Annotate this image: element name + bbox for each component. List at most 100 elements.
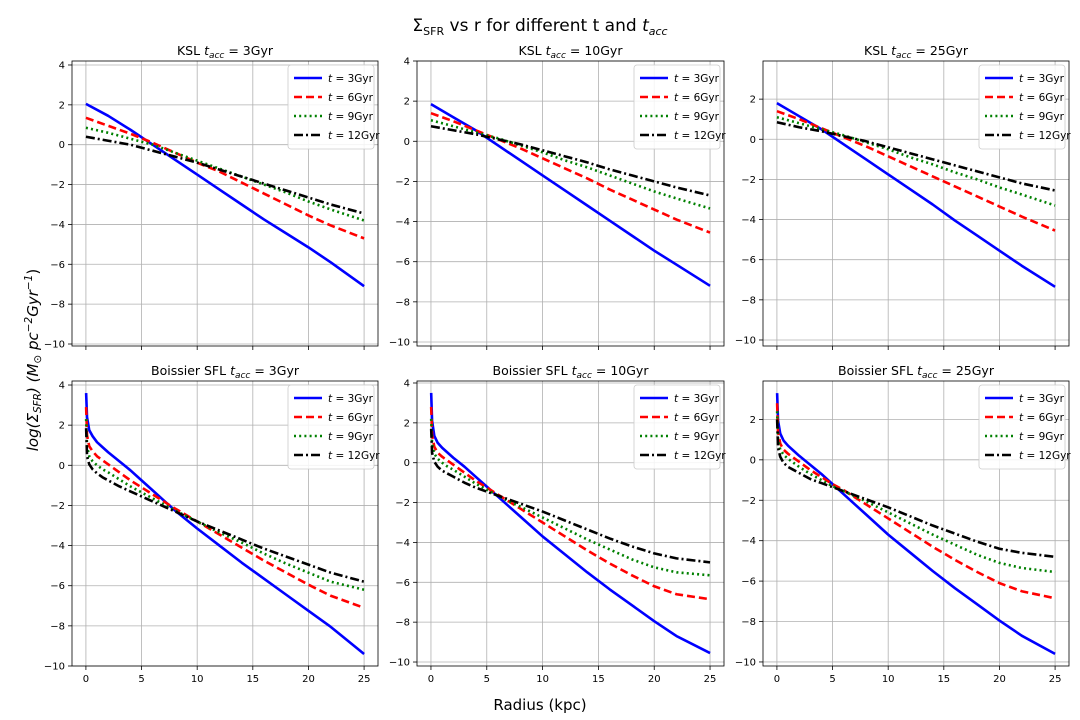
y-tick-label: 2 — [404, 418, 410, 429]
x-tick-label: 10 — [191, 674, 204, 685]
legend: t = 3Gyr t = 6Gyr t = 9Gyr t = 12Gyr — [633, 384, 726, 470]
series-line — [429, 418, 711, 577]
x-tick-label: 5 — [484, 674, 490, 685]
y-tick-label: 0 — [404, 458, 410, 469]
panel-2: −10 −8 −6 −4 −2 0 2 4 KSL tacc = 10Gyr t = 3Gyr t … — [389, 43, 726, 350]
legend-label: t = 9Gyr — [1019, 111, 1065, 123]
legend-label: t = 6Gyr — [328, 92, 374, 104]
x-tick-label: 20 — [993, 674, 1006, 685]
y-tick-label: 2 — [750, 415, 756, 426]
legend-label: t = 12Gyr — [674, 130, 726, 142]
panel-title: KSL tacc = 10Gyr — [519, 43, 624, 61]
legend-label: t = 3Gyr — [328, 393, 374, 405]
series-group — [85, 102, 365, 288]
y-tick-label: 0 — [59, 461, 65, 472]
y-tick-label: −10 — [389, 658, 410, 669]
legend-label: t = 3Gyr — [1019, 73, 1065, 85]
x-tick-label: 0 — [83, 674, 89, 685]
y-tick-label: −6 — [50, 581, 65, 592]
y-tick-label: 2 — [404, 97, 410, 108]
y-tick-label: −10 — [44, 340, 65, 351]
legend-box — [978, 64, 1066, 150]
legend-label: t = 3Gyr — [328, 73, 374, 85]
x-tick-label: 25 — [704, 674, 717, 685]
panel-title: Boissier SFL tacc = 25Gyr — [838, 363, 995, 381]
x-tick-label: 25 — [1049, 674, 1062, 685]
series-line — [84, 428, 365, 583]
x-tick-label: 15 — [592, 674, 605, 685]
legend-label: t = 9Gyr — [328, 431, 374, 443]
legend-label: t = 3Gyr — [674, 73, 720, 85]
y-tick-label: −10 — [44, 662, 65, 673]
y-tick-label: −8 — [50, 300, 65, 311]
y-tick-label: −6 — [741, 255, 756, 266]
y-tick-label: −6 — [50, 260, 65, 271]
x-tick-label: 10 — [882, 674, 895, 685]
y-tick-label: −2 — [741, 496, 756, 507]
y-tick-label: −4 — [50, 220, 65, 231]
legend-label: t = 6Gyr — [1019, 92, 1065, 104]
y-tick-label: −4 — [741, 536, 756, 547]
legend: t = 3Gyr t = 6Gyr t = 9Gyr t = 12Gyr — [287, 64, 380, 150]
panel-4: 0 5 10 15 20 25 −10 −8 −6 −4 −2 0 2 4 Boissier SFL tac… — [44, 363, 380, 685]
x-tick-label: 20 — [302, 674, 315, 685]
series-line — [84, 392, 365, 655]
series-line — [85, 126, 365, 222]
panel-title: Boissier SFL tacc = 3Gyr — [151, 363, 300, 381]
legend-box — [633, 384, 721, 470]
legend-label: t = 6Gyr — [328, 412, 374, 424]
y-tick-label: 4 — [59, 60, 65, 71]
axes-frame — [71, 380, 379, 667]
y-tick-label: 4 — [404, 378, 410, 389]
y-tick-label: −4 — [741, 215, 756, 226]
legend-label: t = 12Gyr — [1019, 450, 1071, 462]
x-tick-label: 5 — [829, 674, 835, 685]
y-tick-label: −2 — [395, 498, 410, 509]
panel-6: 0 5 10 15 20 25 −10 −8 −6 −4 −2 0 2 Boissier SFL tacc… — [735, 363, 1071, 685]
legend-label: t = 9Gyr — [674, 111, 720, 123]
series-line — [430, 124, 711, 197]
series-line — [85, 116, 365, 240]
y-tick-label: 4 — [404, 57, 410, 68]
legend-label: t = 9Gyr — [674, 431, 720, 443]
y-tick-label: 0 — [404, 137, 410, 148]
panel-title: KSL tacc = 3Gyr — [177, 43, 274, 61]
legend-label: t = 9Gyr — [1019, 431, 1065, 443]
y-tick-label: 4 — [59, 381, 65, 392]
y-tick-label: −6 — [395, 257, 410, 268]
y-tick-label: −8 — [395, 297, 410, 308]
y-tick-label: 2 — [59, 421, 65, 432]
series-line — [430, 118, 711, 210]
axes-frame — [71, 60, 379, 347]
legend-label: t = 3Gyr — [1019, 393, 1065, 405]
series-line — [85, 102, 365, 288]
series-group — [429, 392, 711, 655]
legend-label: t = 6Gyr — [674, 412, 720, 424]
y-tick-label: −2 — [395, 177, 410, 188]
legend-label: t = 12Gyr — [328, 450, 380, 462]
y-tick-label: −4 — [395, 217, 410, 228]
y-tick-label: −2 — [50, 180, 65, 191]
legend: t = 3Gyr t = 6Gyr t = 9Gyr t = 12Gyr — [978, 384, 1071, 470]
legend-label: t = 9Gyr — [328, 111, 374, 123]
axes-frame — [762, 380, 1070, 667]
x-tick-label: 0 — [774, 674, 780, 685]
axes-frame — [416, 60, 725, 347]
series-line — [85, 135, 365, 215]
axes-frame — [416, 380, 725, 667]
x-tick-label: 15 — [246, 674, 259, 685]
y-tick-label: 0 — [750, 135, 756, 146]
series-line — [775, 419, 1056, 559]
legend: t = 3Gyr t = 6Gyr t = 9Gyr t = 12Gyr — [633, 64, 726, 150]
y-tick-label: −10 — [389, 337, 410, 348]
series-line — [429, 428, 711, 564]
y-tick-label: −6 — [741, 577, 756, 588]
legend: t = 3Gyr t = 6Gyr t = 9Gyr t = 12Gyr — [287, 384, 380, 470]
series-group — [430, 103, 711, 287]
figure-ylabel: log(ΣSFR) (M⊙ pc−2Gyr−1) — [23, 269, 44, 452]
series-line — [775, 411, 1056, 574]
y-tick-label: −8 — [50, 621, 65, 632]
y-tick-label: 2 — [59, 100, 65, 111]
